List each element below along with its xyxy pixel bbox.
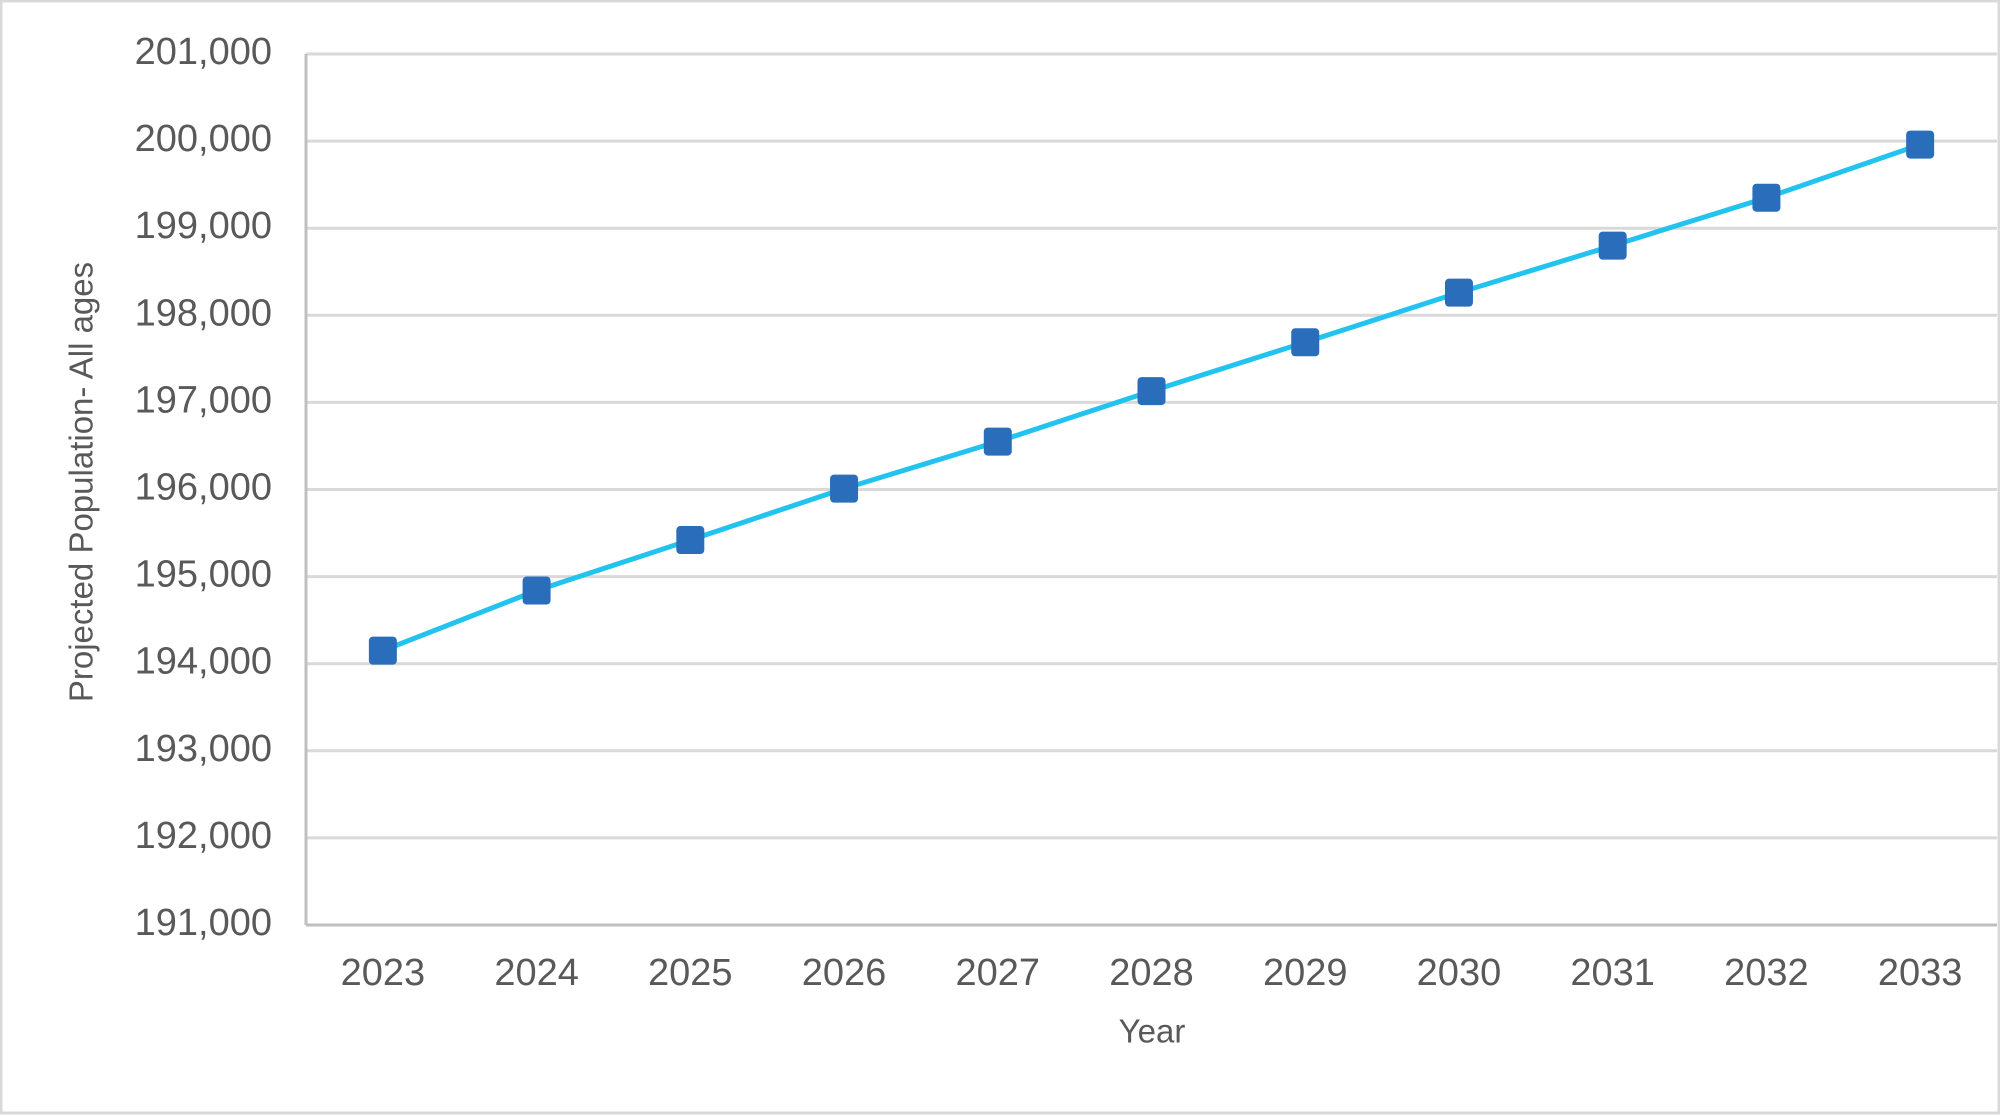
y-tick-label: 199,000: [135, 205, 272, 247]
y-tick-label: 194,000: [135, 641, 272, 683]
x-tick-label: 2026: [802, 952, 887, 994]
x-tick-label: 2025: [648, 952, 733, 994]
x-tick-label: 2032: [1724, 952, 1809, 994]
x-tick-label: 2030: [1417, 952, 1502, 994]
x-tick-label: 2024: [494, 952, 579, 994]
y-tick-label: 198,000: [135, 292, 272, 334]
x-tick-label: 2033: [1878, 952, 1963, 994]
marker: [368, 636, 397, 665]
marker: [1598, 231, 1627, 260]
marker: [830, 474, 859, 503]
y-tick-label: 200,000: [135, 118, 272, 160]
marker: [1444, 278, 1473, 307]
marker: [983, 427, 1012, 456]
marker: [1137, 377, 1166, 406]
y-axis-title: Projected Population- All ages: [63, 262, 100, 702]
y-tick-label: 196,000: [135, 467, 272, 509]
y-tick-label: 197,000: [135, 379, 272, 421]
y-tick-label: 201,000: [135, 31, 272, 73]
x-tick-label: 2031: [1570, 952, 1655, 994]
y-tick-label: 191,000: [135, 902, 272, 944]
x-tick-label: 2023: [341, 952, 426, 994]
x-axis-title: Year: [1119, 1013, 1186, 1050]
y-tick-label: 192,000: [135, 815, 272, 857]
marker: [1906, 130, 1935, 159]
marker: [676, 526, 705, 555]
x-tick-label: 2027: [955, 952, 1040, 994]
marker: [522, 576, 551, 605]
marker: [1291, 328, 1320, 357]
y-tick-label: 193,000: [135, 728, 272, 770]
x-tick-label: 2029: [1263, 952, 1348, 994]
marker: [1752, 183, 1781, 212]
y-tick-label: 195,000: [135, 554, 272, 596]
x-tick-label: 2028: [1109, 952, 1194, 994]
